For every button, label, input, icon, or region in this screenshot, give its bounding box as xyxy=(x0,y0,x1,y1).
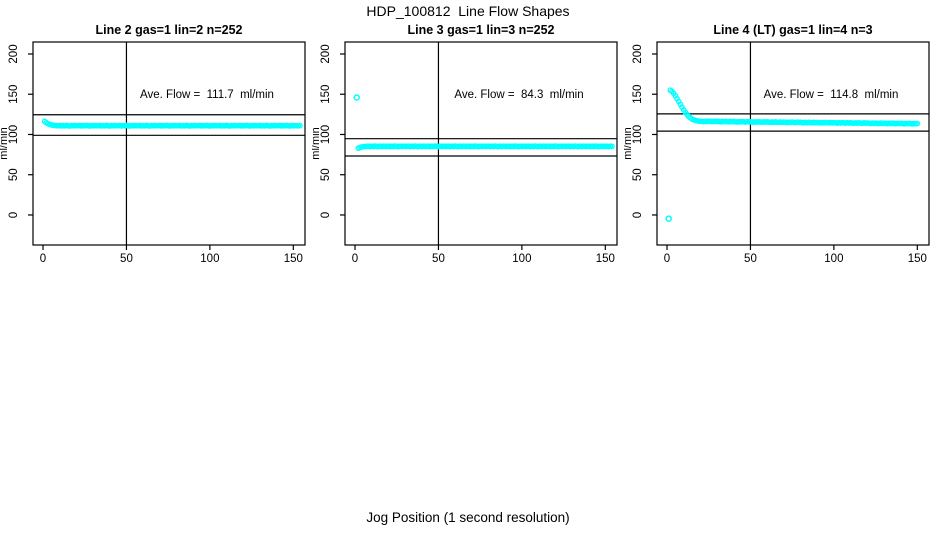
x-tick-label: 50 xyxy=(744,253,757,265)
y-tick-label: 0 xyxy=(320,212,332,218)
outlier-point xyxy=(665,215,672,222)
x-tick-label: 150 xyxy=(908,253,927,265)
x-tick-label: 0 xyxy=(352,253,358,265)
plot-area-line3: 0 50 100 150 0 50 100 150 200 ml/min Ave. Flow = 8… xyxy=(312,41,618,265)
x-tick-label: 100 xyxy=(824,253,843,265)
y-axis-title: ml/min xyxy=(0,127,10,159)
x-tick-label: 100 xyxy=(512,253,531,265)
y-tick-label: 200 xyxy=(320,44,332,63)
average-flow-annotation: Ave. Flow = 111.7 ml/min xyxy=(140,89,274,101)
x-axis-label: Jog Position (1 second resolution) xyxy=(366,510,570,525)
y-tick-label: 200 xyxy=(632,44,644,63)
panel-line4: Line 4 (LT) gas=1 lin=4 n=3 0 50 100 150 0 50… xyxy=(624,20,936,292)
x-tick-label: 0 xyxy=(40,253,46,265)
figure-title: HDP_100812 Line Flow Shapes xyxy=(366,3,570,19)
data-point xyxy=(914,120,921,127)
y-tick-label: 150 xyxy=(8,85,20,104)
y-tick-label: 100 xyxy=(320,125,332,144)
panel-title: Line 4 (LT) gas=1 lin=4 n=3 xyxy=(713,23,873,37)
y-tick-label: 0 xyxy=(8,212,20,218)
average-flow-annotation: Ave. Flow = 84.3 ml/min xyxy=(454,89,583,101)
y-tick-label: 50 xyxy=(632,168,644,181)
average-flow-annotation: Ave. Flow = 114.8 ml/min xyxy=(764,89,899,101)
data-point xyxy=(609,143,615,150)
x-tick-label: 100 xyxy=(200,253,219,265)
panel-title: Line 2 gas=1 lin=2 n=252 xyxy=(95,23,243,37)
x-tick-label: 50 xyxy=(432,253,445,265)
panel-line3: Line 3 gas=1 lin=3 n=252 0 50 100 150 0 50 100… xyxy=(312,20,624,292)
outlier-point xyxy=(353,94,360,101)
panel-title: Line 3 gas=1 lin=3 n=252 xyxy=(407,23,555,37)
x-tick-label: 50 xyxy=(120,253,133,265)
y-axis-title: ml/min xyxy=(312,127,322,159)
y-axis-title: ml/min xyxy=(624,127,634,159)
panel-line2: Line 2 gas=1 lin=2 n=252 0 50 100 150 0 50 100… xyxy=(0,20,312,292)
plot-area-line4: 0 50 100 150 0 50 100 150 200 ml/min Ave. Flow = 1… xyxy=(624,41,930,265)
data-point xyxy=(297,122,303,129)
y-tick-label: 100 xyxy=(632,125,644,144)
y-tick-label: 50 xyxy=(8,168,20,181)
plot-box xyxy=(656,41,930,246)
y-tick-label: 100 xyxy=(8,125,20,144)
y-tick-label: 150 xyxy=(632,85,644,104)
plot-box xyxy=(32,41,306,246)
x-tick-label: 0 xyxy=(664,253,670,265)
x-tick-label: 150 xyxy=(284,253,303,265)
y-tick-label: 50 xyxy=(320,168,332,181)
x-tick-label: 150 xyxy=(596,253,615,265)
y-tick-label: 0 xyxy=(632,212,644,218)
plot-area-line2: 0 50 100 150 0 50 100 150 200 ml/min Ave. Flow = 1… xyxy=(0,41,306,265)
plot-box xyxy=(344,41,618,246)
y-tick-label: 150 xyxy=(320,85,332,104)
y-tick-label: 200 xyxy=(8,44,20,63)
